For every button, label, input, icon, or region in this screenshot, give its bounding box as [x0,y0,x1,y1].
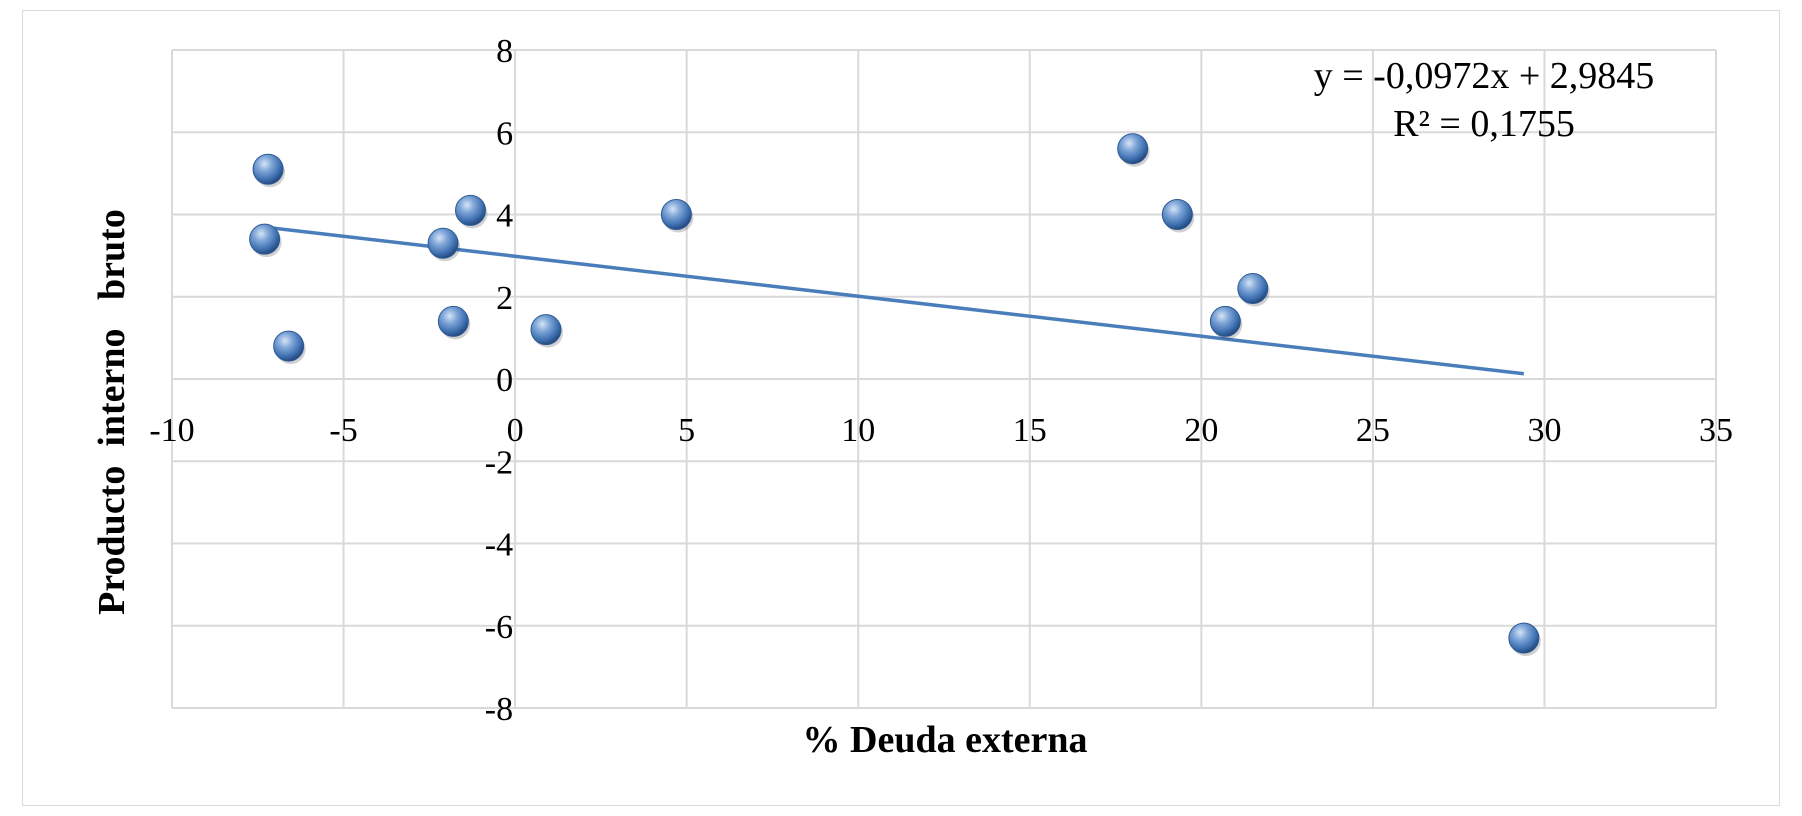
y-axis-title: Producto interno bruto [91,209,133,615]
data-point [1161,199,1195,233]
y-tick-label: -8 [485,691,513,728]
x-tick-label: 20 [1184,412,1218,449]
data-point [249,223,282,258]
x-axis-title: % Deuda externa [803,719,1088,761]
data-point [427,227,461,262]
data-point [252,153,286,188]
y-tick-label: -4 [485,527,513,564]
y-tick-label: 2 [496,280,513,317]
data-point [1117,133,1150,167]
y-tick-label: 4 [496,198,513,235]
x-tick-label: -5 [329,412,357,449]
x-tick-label: 15 [1013,412,1047,449]
y-tick-labels: -8 -6 -4 -2 0 2 4 6 8 [485,33,513,728]
data-point [660,199,694,233]
y-tick-label: -6 [485,609,513,646]
x-tick-label: 35 [1699,412,1733,449]
data-point [1508,622,1541,657]
y-tick-label: 8 [496,33,513,70]
trendline-equation: y = -0,0972x + 2,9845 [1314,55,1655,97]
chart-area [22,10,1780,806]
trendline [264,225,1525,376]
x-tick-label: 0 [507,412,524,449]
data-points [249,133,1541,657]
x-tick-label: 25 [1356,412,1390,449]
y-tick-label: 6 [496,115,513,152]
data-point [1209,305,1243,340]
gridlines [171,49,1717,709]
x-tick-label: 30 [1527,412,1561,449]
x-tick-label: -10 [149,412,194,449]
x-tick-labels: -10 -5 0 5 10 15 20 25 30 35 [149,412,1733,449]
trendline-group [264,225,1525,376]
data-point [273,330,306,365]
data-point [530,314,563,348]
trendline-r-squared: R² = 0,1755 [1393,103,1575,145]
data-point [1237,273,1270,307]
x-tick-label: 5 [678,412,695,449]
y-tick-label: -2 [485,444,513,481]
y-tick-label: 0 [496,362,513,399]
x-tick-label: 10 [841,412,875,449]
data-point [437,305,471,340]
data-point [455,194,488,229]
